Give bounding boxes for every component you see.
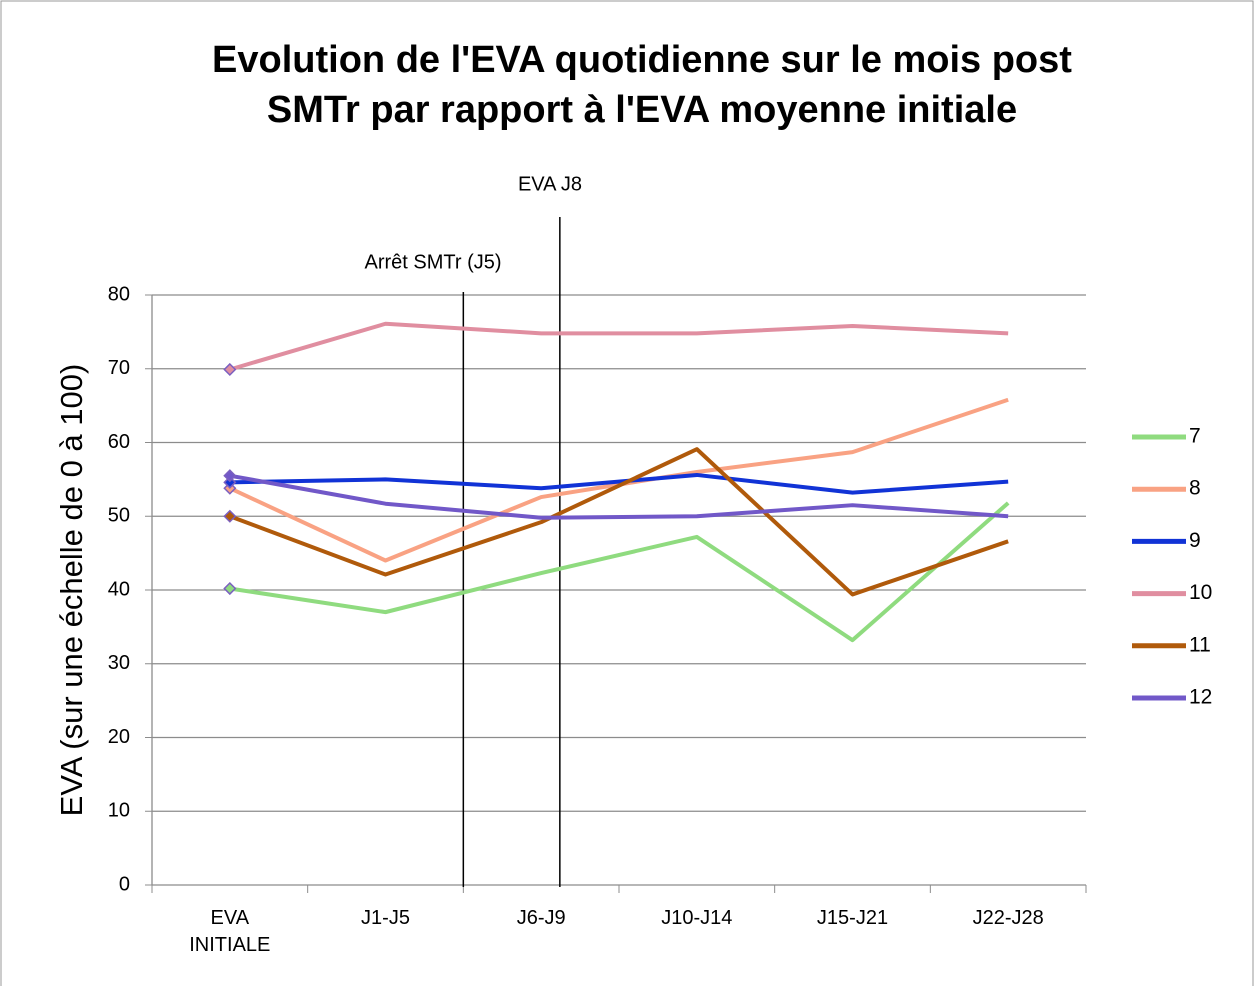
x-tick-label: J6-J9 [516, 907, 566, 929]
y-tick-label: 0 [119, 873, 130, 895]
series-line [229, 501, 1010, 643]
x-tick-label: J1-J5 [361, 907, 410, 929]
series-line [229, 473, 1009, 520]
y-axis-label: EVA (sur une échelle de 0 à 100) [54, 364, 89, 817]
annotation: EVA J8 [518, 173, 582, 195]
series-line [229, 472, 1009, 495]
annotation: Arrêt SMTr (J5) [364, 251, 501, 273]
chart-title: Evolution de l'EVA quotidienne sur le mo… [212, 39, 1072, 81]
y-tick-label: 70 [108, 357, 130, 379]
y-tick-label: 40 [108, 578, 130, 600]
x-tick-label: EVA INITIALE [189, 907, 271, 956]
series-line [229, 447, 1009, 597]
point-marker [223, 581, 237, 596]
point-marker [223, 509, 237, 523]
legend-label: 12 [1189, 686, 1212, 709]
x-tick-label: J10-J14 [661, 907, 733, 929]
legend-label: 7 [1189, 425, 1201, 448]
x-tick-label: J22-J28 [972, 907, 1044, 929]
point-marker [223, 475, 237, 489]
y-tick-label: 60 [108, 431, 130, 453]
chart-title: SMTr par rapport à l'EVA moyenne initial… [267, 89, 1017, 131]
legend-label: 11 [1189, 633, 1211, 656]
y-tick-label: 30 [108, 652, 130, 674]
y-tick-label: 80 [108, 283, 130, 305]
y-tick-label: 20 [108, 726, 130, 748]
y-tick-label: 50 [108, 505, 130, 527]
point-marker [223, 469, 237, 483]
series-line [229, 321, 1009, 372]
y-tick-label: 10 [108, 800, 130, 822]
legend-label: 9 [1189, 529, 1201, 552]
legend-label: 10 [1189, 581, 1212, 604]
point-marker [223, 362, 237, 377]
x-tick-label: J15-J21 [816, 907, 889, 929]
legend-label: 8 [1189, 477, 1201, 500]
